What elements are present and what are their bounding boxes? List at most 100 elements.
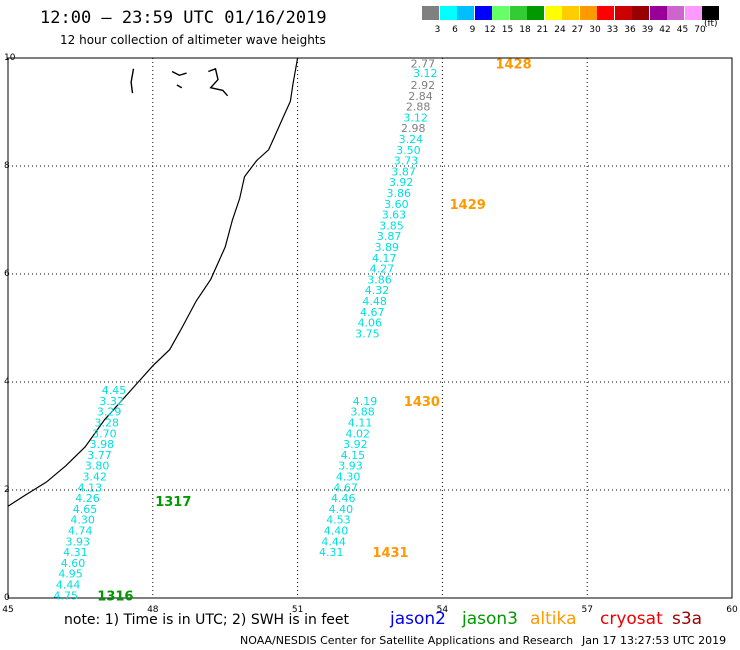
credit-line: NOAA/NESDIS Center for Satellite Applica…: [240, 634, 574, 647]
color-scale-label: 70: [694, 25, 706, 35]
chart-title: 12:00 — 23:59 UTC 01/16/2019: [40, 8, 327, 28]
island-outline: [208, 67, 229, 97]
pass-time-label: 1316: [97, 589, 133, 604]
swh-value-label: 3.70: [92, 427, 117, 440]
swh-value-label: 4.40: [329, 503, 354, 516]
swh-value-label: 3.89: [374, 241, 399, 254]
color-scale-swatch: [509, 6, 527, 20]
swh-value-label: 4.53: [326, 514, 351, 527]
lat-tick-label: 0: [4, 593, 10, 603]
island-outline: [171, 70, 187, 77]
swh-value-label: 3.12: [403, 111, 428, 124]
color-scale-swatch: [649, 6, 667, 20]
swh-value-label: 4.67: [333, 481, 358, 494]
color-scale-unit: (ft): [704, 19, 718, 29]
swh-value-label: 2.77: [411, 57, 436, 70]
swh-value-label: 4.67: [360, 306, 385, 319]
swh-value-label: 4.75: [53, 589, 78, 602]
lon-tick-label: 54: [437, 605, 449, 615]
swh-value-label: 4.11: [348, 417, 373, 430]
legend-item-altika: altika: [530, 609, 577, 629]
swh-value-label: 4.15: [341, 449, 366, 462]
island-outline: [176, 84, 183, 89]
swh-value-label: 3.24: [399, 133, 424, 146]
swh-value-label: 4.30: [70, 514, 95, 527]
color-scale-swatch: [632, 6, 649, 20]
legend-item-s3a: s3a: [672, 609, 703, 629]
swh-value-label: 4.26: [75, 492, 100, 505]
swh-value-label: 3.80: [85, 460, 110, 473]
swh-value-label: 3.42: [82, 471, 107, 484]
map-frame: [7, 57, 733, 599]
swh-value-label: 4.19: [353, 395, 378, 408]
swh-value-label: 4.95: [58, 568, 83, 581]
swh-value-label: 4.44: [321, 535, 346, 548]
lon-tick-label: 60: [726, 605, 738, 615]
color-scale-swatch: [684, 6, 702, 20]
swh-value-label: 4.44: [56, 579, 81, 592]
swh-value-label: 4.32: [365, 284, 390, 297]
swh-value-label: 4.40: [324, 525, 349, 538]
color-scale-swatch: [597, 6, 614, 20]
color-scale-label: 3: [434, 25, 441, 35]
swh-value-label: 2.98: [401, 122, 426, 135]
swh-value-label: 3.88: [350, 406, 375, 419]
color-scale-label: 39: [641, 25, 654, 35]
color-scale-swatch: [614, 6, 632, 20]
swh-value-label: 2.84: [408, 90, 433, 103]
generation-timestamp: Jan 17 13:27:53 UTC 2019: [582, 634, 727, 647]
coastline: [7, 57, 299, 507]
color-scale-label: 33: [606, 25, 619, 35]
color-scale-label: 30: [589, 25, 601, 35]
swh-value-label: 3.73: [394, 155, 419, 168]
swh-value-label: 4.65: [73, 503, 98, 516]
color-scale-swatch: [422, 6, 439, 20]
swh-value-label: 3.12: [413, 67, 438, 80]
pass-time-label: 1317: [155, 495, 191, 510]
color-scale-label: 12: [484, 25, 496, 35]
swh-value-label: 3.32: [99, 395, 124, 408]
swh-value-label: 4.17: [372, 252, 397, 265]
swh-value-label: 3.86: [387, 187, 412, 200]
pass-time-label: 1428: [495, 57, 531, 72]
color-scale-label: 21: [536, 25, 549, 35]
swh-value-label: 3.92: [343, 438, 368, 451]
swh-value-label: 4.31: [63, 546, 88, 559]
color-scale-swatch: [562, 6, 579, 20]
swh-value-label: 3.98: [90, 438, 115, 451]
lon-tick-label: 48: [147, 605, 159, 615]
swh-value-label: 3.87: [377, 230, 402, 243]
swh-value-label: 3.60: [384, 198, 409, 211]
legend-item-jason2: jason2: [390, 609, 446, 629]
swh-value-label: 4.48: [362, 295, 387, 308]
color-scale-label: 42: [659, 25, 671, 35]
color-scale-label: 15: [501, 25, 514, 35]
swh-value-label: 3.92: [389, 176, 414, 189]
color-scale-swatch: [544, 6, 562, 20]
legend-item-jason3: jason3: [462, 609, 518, 629]
lat-tick-label: 6: [4, 269, 10, 279]
swh-value-label: 3.93: [338, 460, 363, 473]
lat-tick-label: 2: [4, 485, 10, 495]
color-scale-label: 24: [554, 25, 566, 35]
lat-tick-label: 10: [4, 53, 16, 63]
swh-value-label: 3.93: [66, 535, 91, 548]
color-scale-swatch: [474, 6, 492, 20]
swh-value-label: 4.06: [358, 317, 383, 330]
swh-value-label: 4.74: [68, 525, 93, 538]
color-scale-swatch: [579, 6, 597, 20]
swh-value-label: 4.31: [319, 546, 344, 559]
swh-value-label: 4.45: [102, 384, 127, 397]
swh-value-label: 3.28: [95, 417, 120, 430]
swh-value-label: 4.30: [336, 471, 361, 484]
swh-value-label: 3.86: [367, 273, 392, 286]
swh-value-label: 3.50: [396, 144, 421, 157]
pass-time-label: 1429: [450, 198, 486, 213]
swh-value-label: 3.87: [391, 165, 416, 178]
chart-subtitle: 12 hour collection of altimeter wave hei…: [60, 33, 326, 47]
lon-tick-label: 57: [581, 605, 592, 615]
color-scale-label: 18: [519, 25, 531, 35]
swh-value-label: 3.63: [382, 209, 407, 222]
color-scale-swatch: [439, 6, 457, 20]
swh-value-label: 2.92: [411, 79, 436, 92]
